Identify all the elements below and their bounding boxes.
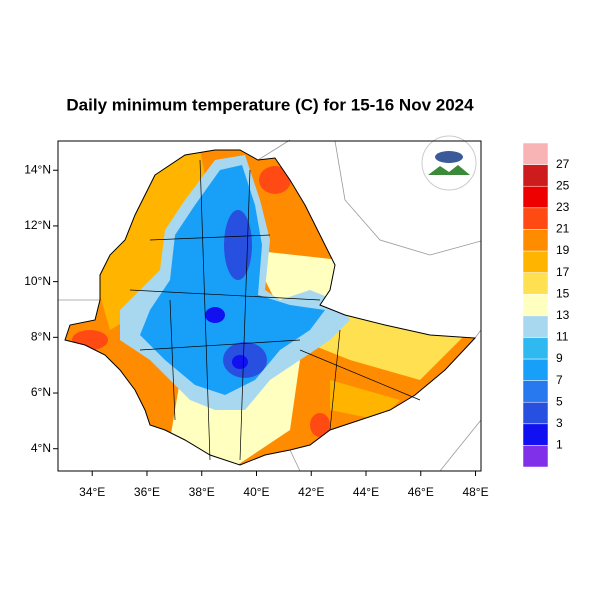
colorbar-label: 17	[556, 265, 570, 279]
colorbar-box	[522, 380, 549, 403]
colorbar-label: 19	[556, 243, 570, 257]
y-tick-label: 10°N	[24, 274, 51, 288]
x-tick-label: 46°E	[408, 485, 434, 499]
colorbar-label: 25	[556, 178, 570, 192]
colorbar-label: 7	[556, 373, 563, 387]
y-tick-label: 4°N	[31, 441, 51, 455]
map-background	[58, 139, 482, 472]
colorbar-box	[522, 229, 549, 252]
logo	[421, 135, 477, 191]
x-tick-label: 36°E	[134, 485, 160, 499]
colorbar-box	[522, 164, 549, 187]
colorbar-label: 27	[556, 157, 570, 171]
colorbar-box	[522, 293, 549, 317]
colorbar-box	[522, 250, 549, 273]
temperature-field	[65, 150, 475, 465]
plot-frame	[57, 140, 482, 472]
colorbar-label: 9	[556, 351, 563, 365]
colorbar-box	[522, 445, 549, 468]
colorbar-box	[522, 315, 549, 338]
y-tick-label: 8°N	[31, 330, 51, 344]
colorbar-box	[522, 272, 549, 295]
colorbar-label: 3	[556, 416, 563, 430]
y-tick-label: 6°N	[31, 385, 51, 399]
colorbar-label: 23	[556, 200, 570, 214]
colorbar-box	[522, 423, 549, 446]
colorbar-box	[522, 207, 549, 230]
colorbar-label: 11	[556, 330, 569, 344]
colorbar-label: 1	[556, 438, 563, 452]
x-tick-label: 40°E	[243, 485, 269, 499]
colorbar-box	[522, 185, 549, 209]
admin-borders	[64, 149, 477, 466]
x-tick-label: 34°E	[79, 485, 105, 499]
colorbar-label: 21	[556, 222, 570, 236]
colorbar-box	[522, 401, 549, 425]
x-tick-label: 42°E	[298, 485, 324, 499]
y-tick-label: 14°N	[24, 162, 51, 176]
y-tick-label: 12°N	[24, 218, 51, 232]
colorbar-label: 15	[556, 286, 570, 300]
colorbar-box	[522, 358, 549, 381]
colorbar-box	[522, 337, 549, 360]
x-tick-label: 48°E	[462, 485, 488, 499]
x-tick-label: 44°E	[353, 485, 379, 499]
colorbar-label: 5	[556, 394, 563, 408]
colorbar-box	[522, 142, 549, 165]
x-tick-label: 38°E	[189, 485, 215, 499]
chart-title: Daily minimum temperature (C) for 15-16 …	[66, 95, 474, 114]
colorbar-label: 13	[556, 308, 570, 322]
